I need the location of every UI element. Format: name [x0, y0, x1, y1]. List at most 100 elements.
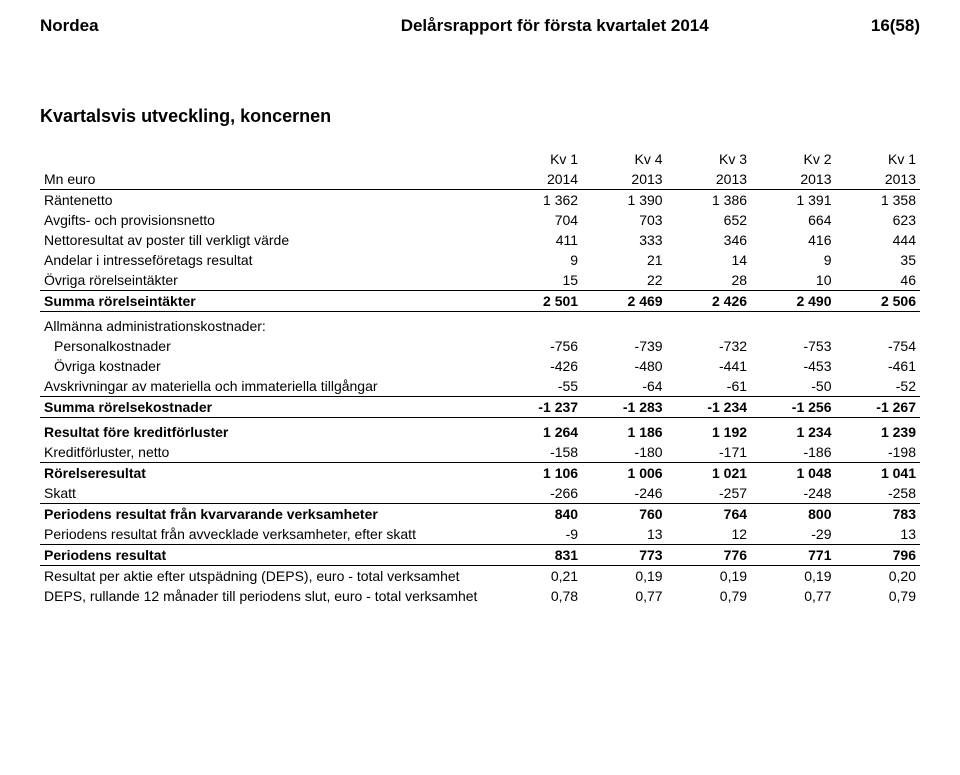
table-row: Allmänna administrationskostnader: — [40, 312, 920, 337]
cell-value: 28 — [667, 270, 751, 291]
row-label: Avgifts- och provisionsnetto — [40, 210, 498, 230]
row-label: Övriga rörelseintäkter — [40, 270, 498, 291]
cell-value: 1 362 — [498, 190, 582, 211]
col-header-quarter: Kv 3 — [667, 145, 751, 169]
table-row: Periodens resultat831773776771796 — [40, 545, 920, 566]
row-label: Periodens resultat från avvecklade verks… — [40, 524, 498, 545]
cell-value: 333 — [582, 230, 666, 250]
cell-value: -52 — [836, 376, 921, 397]
table-row: Andelar i intresseföretags resultat92114… — [40, 250, 920, 270]
cell-value: -64 — [582, 376, 666, 397]
row-label: Periodens resultat — [40, 545, 498, 566]
cell-value: -180 — [582, 442, 666, 463]
cell-value: 13 — [836, 524, 921, 545]
cell-value: 0,79 — [836, 586, 921, 606]
cell-value: 776 — [667, 545, 751, 566]
cell-value: -453 — [751, 356, 835, 376]
cell-value: 771 — [751, 545, 835, 566]
cell-value: 664 — [751, 210, 835, 230]
col-header-year: 2013 — [751, 169, 835, 190]
report-title: Delårsrapport för första kvartalet 2014 — [239, 16, 871, 36]
cell-value: 1 239 — [836, 418, 921, 443]
row-label: Summa rörelseintäkter — [40, 291, 498, 312]
cell-value: -426 — [498, 356, 582, 376]
document-page: Nordea Delårsrapport för första kvartale… — [0, 0, 960, 636]
table-body: Räntenetto1 3621 3901 3861 3911 358Avgif… — [40, 190, 920, 607]
cell-value — [498, 312, 582, 337]
table-row: Personalkostnader-756-739-732-753-754 — [40, 336, 920, 356]
cell-value: -186 — [751, 442, 835, 463]
cell-value: 444 — [836, 230, 921, 250]
row-label: Nettoresultat av poster till verkligt vä… — [40, 230, 498, 250]
cell-value: -1 234 — [667, 397, 751, 418]
cell-value: 1 021 — [667, 463, 751, 484]
cell-value: 15 — [498, 270, 582, 291]
row-label: Övriga kostnader — [40, 356, 498, 376]
col-header-quarter: Kv 1 — [836, 145, 921, 169]
cell-value: 1 106 — [498, 463, 582, 484]
cell-value: 1 186 — [582, 418, 666, 443]
cell-value: -1 267 — [836, 397, 921, 418]
cell-value: -258 — [836, 483, 921, 504]
table-header-row-quarters: Kv 1 Kv 4 Kv 3 Kv 2 Kv 1 — [40, 145, 920, 169]
cell-value: 2 469 — [582, 291, 666, 312]
cell-value: 416 — [751, 230, 835, 250]
cell-value: 0,79 — [667, 586, 751, 606]
cell-value: -257 — [667, 483, 751, 504]
table-row: Resultat före kreditförluster1 2641 1861… — [40, 418, 920, 443]
cell-value: -61 — [667, 376, 751, 397]
page-number: 16(58) — [871, 16, 920, 36]
cell-value — [582, 312, 666, 337]
cell-value: 35 — [836, 250, 921, 270]
cell-value: 0,78 — [498, 586, 582, 606]
row-label: Kreditförluster, netto — [40, 442, 498, 463]
table-row: Räntenetto1 3621 3901 3861 3911 358 — [40, 190, 920, 211]
col-header-year: 2013 — [667, 169, 751, 190]
cell-value: 783 — [836, 504, 921, 525]
cell-value: 0,19 — [751, 566, 835, 587]
cell-value — [836, 312, 921, 337]
cell-value: 800 — [751, 504, 835, 525]
cell-value: 703 — [582, 210, 666, 230]
table-row: Övriga kostnader-426-480-441-453-461 — [40, 356, 920, 376]
cell-value: -753 — [751, 336, 835, 356]
cell-value: 652 — [667, 210, 751, 230]
cell-value: 2 506 — [836, 291, 921, 312]
cell-value: -29 — [751, 524, 835, 545]
row-label: Resultat före kreditförluster — [40, 418, 498, 443]
cell-value: 10 — [751, 270, 835, 291]
col-header-quarter: Kv 2 — [751, 145, 835, 169]
cell-value: -158 — [498, 442, 582, 463]
table-title: Kvartalsvis utveckling, koncernen — [40, 106, 920, 127]
cell-value: 840 — [498, 504, 582, 525]
cell-value: 9 — [498, 250, 582, 270]
row-label: Summa rörelsekostnader — [40, 397, 498, 418]
table-row: Avskrivningar av materiella och immateri… — [40, 376, 920, 397]
company-name: Nordea — [40, 16, 99, 36]
cell-value: 21 — [582, 250, 666, 270]
cell-value: 22 — [582, 270, 666, 291]
cell-value: 1 390 — [582, 190, 666, 211]
cell-value: -754 — [836, 336, 921, 356]
cell-value: 831 — [498, 545, 582, 566]
cell-value: 13 — [582, 524, 666, 545]
cell-value: -441 — [667, 356, 751, 376]
cell-value: -480 — [582, 356, 666, 376]
row-label: Skatt — [40, 483, 498, 504]
col-header-quarter: Kv 4 — [582, 145, 666, 169]
cell-value: 773 — [582, 545, 666, 566]
cell-value: 764 — [667, 504, 751, 525]
cell-value: 346 — [667, 230, 751, 250]
cell-value — [751, 312, 835, 337]
cell-value: -1 283 — [582, 397, 666, 418]
row-label: Allmänna administrationskostnader: — [40, 312, 498, 337]
page-header: Nordea Delårsrapport för första kvartale… — [40, 16, 920, 36]
cell-value: 12 — [667, 524, 751, 545]
cell-value: 0,19 — [582, 566, 666, 587]
cell-value: -266 — [498, 483, 582, 504]
cell-value: 1 006 — [582, 463, 666, 484]
cell-value: 0,20 — [836, 566, 921, 587]
table-row: DEPS, rullande 12 månader till periodens… — [40, 586, 920, 606]
cell-value: 1 234 — [751, 418, 835, 443]
col-header-year: 2014 — [498, 169, 582, 190]
